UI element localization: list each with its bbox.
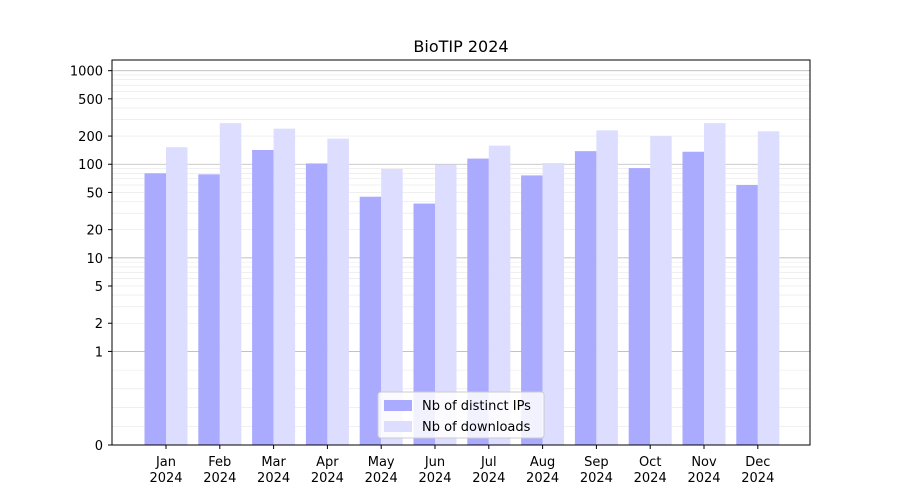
y-tick-label: 10 — [86, 252, 103, 267]
y-tick-label: 200 — [78, 130, 103, 145]
bar-downloads — [435, 164, 457, 445]
bar-downloads — [650, 136, 672, 446]
y-tick-label: 1 — [95, 345, 103, 360]
x-tick-label: Jul 2024 — [472, 455, 505, 486]
legend-swatch — [384, 400, 412, 411]
bar-distinct-ips — [413, 203, 435, 445]
y-tick-label: 2 — [95, 317, 103, 332]
x-tick-label: May 2024 — [365, 455, 398, 486]
y-axis: 0 1 2 5 10 20 50 100 200 500 1000 — [70, 65, 112, 454]
legend-label: Nb of distinct IPs — [422, 399, 531, 414]
y-tick-label: 100 — [78, 158, 103, 173]
bar-downloads — [488, 145, 511, 445]
bar-downloads — [757, 131, 780, 445]
bar-distinct-ips — [736, 185, 758, 445]
bar-distinct-ips — [305, 163, 328, 445]
x-tick-label: Apr 2024 — [311, 455, 344, 486]
bar-distinct-ips — [144, 173, 166, 445]
x-tick-label: Nov 2024 — [687, 455, 720, 486]
chart-title: BioTIP 2024 — [413, 37, 508, 56]
x-tick-label: Jan 2024 — [149, 455, 182, 486]
bar-distinct-ips — [252, 149, 274, 445]
legend-box — [377, 391, 545, 439]
x-tick-label: Dec 2024 — [741, 455, 774, 486]
bar-downloads — [542, 163, 565, 445]
plot-frame — [111, 59, 811, 446]
y-tick-label: 5 — [95, 280, 103, 295]
y-tick-label: 500 — [78, 93, 103, 108]
x-tick-label: Mar 2024 — [257, 455, 290, 486]
x-axis: Jan 2024 Feb 2024 Mar 2024 Apr 2024 May 2024 Jun 20… — [149, 445, 774, 486]
bar-distinct-ips — [521, 175, 543, 445]
legend-label: Nb of downloads — [422, 420, 531, 435]
y-tick-label: 50 — [86, 186, 103, 201]
bar-downloads — [166, 147, 188, 445]
bar-downloads — [704, 123, 726, 446]
bars — [144, 123, 780, 446]
bar-distinct-ips — [682, 151, 704, 445]
y-tick-label: 0 — [95, 439, 103, 454]
bar-distinct-ips — [574, 151, 597, 446]
bar-distinct-ips — [198, 174, 220, 445]
bar-downloads — [596, 130, 618, 446]
bar-downloads — [219, 123, 242, 446]
bar-distinct-ips — [628, 168, 651, 445]
y-tick-label: 1000 — [70, 65, 103, 80]
legend: Nb of distinct IPs Nb of downloads — [377, 391, 545, 439]
bar-downloads — [327, 138, 349, 445]
bar-distinct-ips — [467, 158, 489, 445]
bar-downloads — [273, 128, 296, 445]
x-tick-label: Feb 2024 — [203, 455, 236, 486]
legend-swatch — [384, 421, 412, 432]
bar-distinct-ips — [359, 196, 382, 445]
x-tick-label: Aug 2024 — [526, 455, 559, 486]
y-tick-label: 20 — [86, 224, 103, 239]
x-tick-label: Oct 2024 — [634, 455, 667, 486]
x-tick-label: Jun 2024 — [418, 455, 451, 486]
bar-downloads — [381, 168, 403, 445]
x-tick-label: Sep 2024 — [580, 455, 613, 486]
